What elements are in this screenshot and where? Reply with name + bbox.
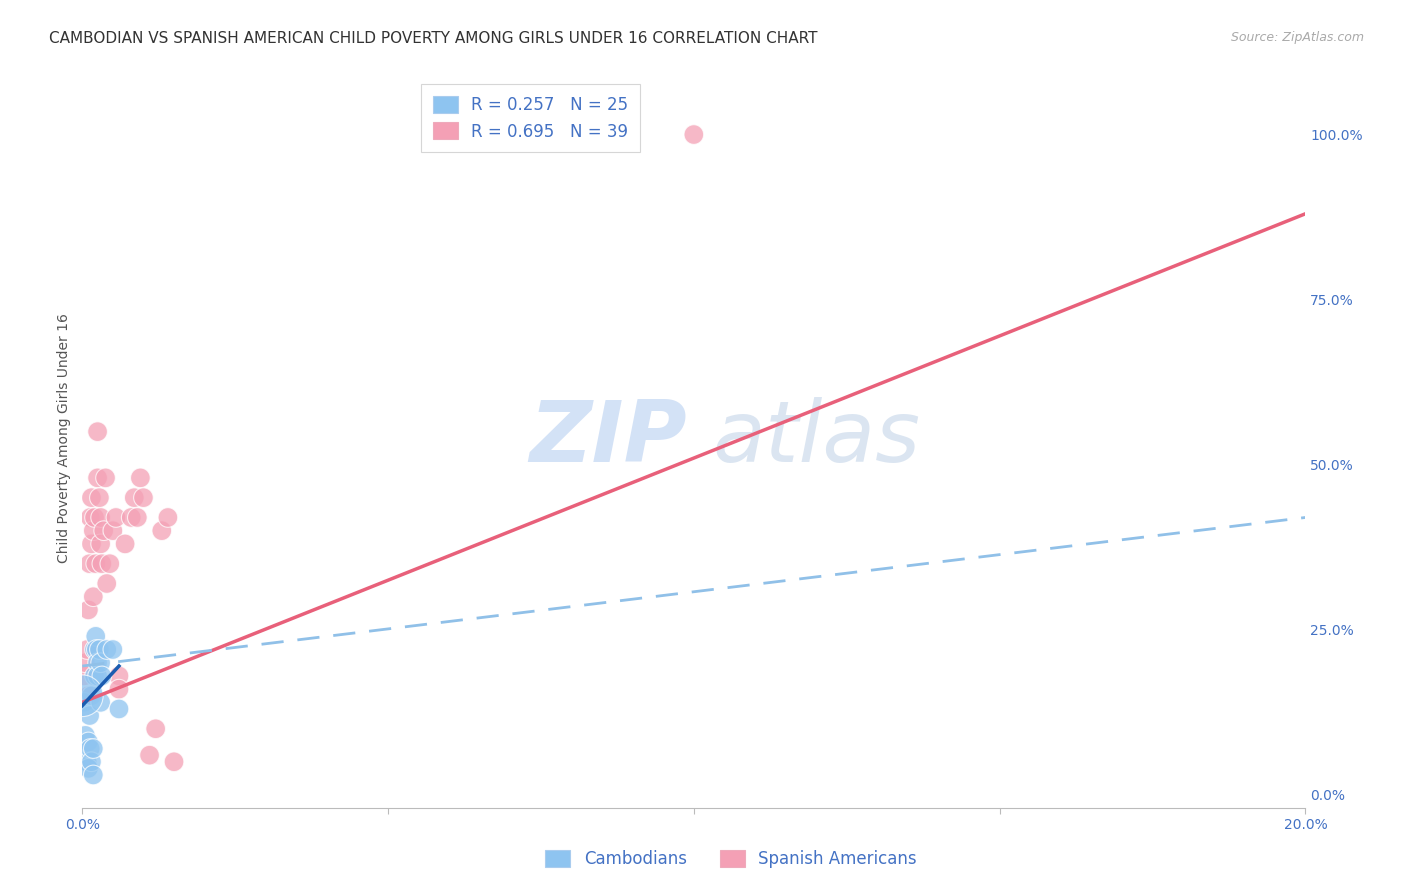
Legend: Cambodians, Spanish Americans: Cambodians, Spanish Americans (538, 843, 924, 875)
Point (75, 656, 97, 670)
Point (90, 537, 112, 551)
Point (90, 695, 112, 709)
Point (82, 590, 104, 604)
Point (82, 741, 104, 756)
Point (127, 510, 149, 524)
Point (90, 510, 112, 524)
Point (145, 722, 167, 736)
Point (114, 537, 136, 551)
Text: atlas: atlas (713, 397, 920, 480)
Point (122, 491, 145, 505)
Point (89, 491, 111, 505)
Point (77, 761, 100, 775)
Point (79, 741, 101, 756)
Point (86, 471, 108, 485)
Text: Source: ZipAtlas.com: Source: ZipAtlas.com (1230, 31, 1364, 45)
Point (86, 669, 108, 683)
Point (132, 491, 155, 505)
Point (682, 128, 704, 142)
Point (82, 768, 104, 782)
Point (93, 524, 115, 538)
Point (108, 669, 131, 683)
Point (138, 748, 160, 763)
Point (101, 642, 124, 657)
Point (77, 689, 100, 703)
Point (79, 510, 101, 524)
Point (120, 510, 142, 524)
Point (73, 669, 96, 683)
Point (86, 425, 108, 439)
Point (79, 557, 101, 571)
Point (86, 656, 108, 670)
Point (77, 603, 100, 617)
Point (163, 755, 186, 769)
Point (84, 629, 107, 643)
Point (156, 510, 179, 524)
Point (79, 708, 101, 723)
Point (83, 669, 105, 683)
Text: CAMBODIAN VS SPANISH AMERICAN CHILD POVERTY AMONG GIRLS UNDER 16 CORRELATION CHA: CAMBODIAN VS SPANISH AMERICAN CHILD POVE… (49, 31, 818, 46)
Point (76, 642, 98, 657)
Point (80, 491, 103, 505)
Point (101, 524, 124, 538)
Point (73, 695, 96, 709)
Point (108, 702, 131, 716)
Legend: R = 0.257   N = 25, R = 0.695   N = 39: R = 0.257 N = 25, R = 0.695 N = 39 (420, 84, 640, 153)
Point (86, 642, 108, 657)
Point (96, 642, 118, 657)
Y-axis label: Child Poverty Among Girls Under 16: Child Poverty Among Girls Under 16 (58, 313, 72, 563)
Point (75, 728, 97, 742)
Point (96, 576, 118, 591)
Point (77, 735, 100, 749)
Point (80, 755, 103, 769)
Point (72, 689, 94, 703)
Point (84, 557, 107, 571)
Point (104, 510, 127, 524)
Point (90, 669, 112, 683)
Point (150, 524, 173, 538)
Point (129, 471, 152, 485)
Point (83, 510, 105, 524)
Point (108, 682, 131, 697)
Point (90, 656, 112, 670)
Point (80, 537, 103, 551)
Point (82, 524, 104, 538)
Point (90, 557, 112, 571)
Point (98, 557, 121, 571)
Point (94, 471, 117, 485)
Point (89, 642, 111, 657)
Point (83, 642, 105, 657)
Point (76, 755, 98, 769)
Text: ZIP: ZIP (530, 397, 688, 480)
Point (80, 689, 103, 703)
